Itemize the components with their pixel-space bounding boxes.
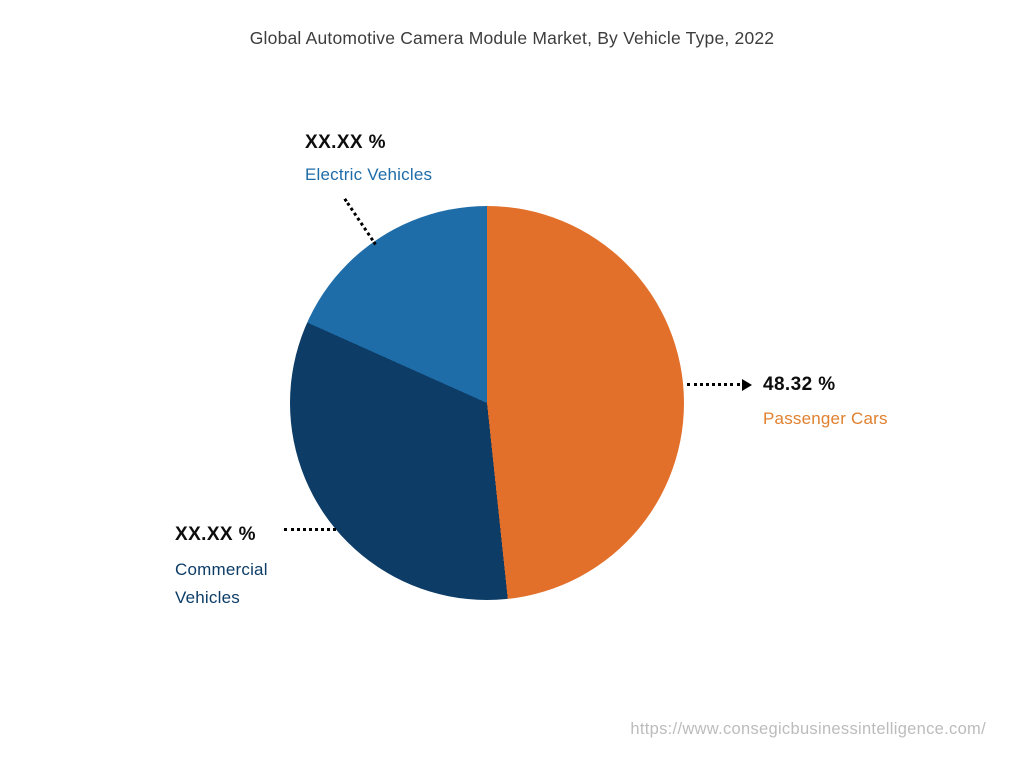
- passenger-cars-value-label: 48.32 %: [763, 374, 836, 395]
- electric-vehicles-leader-line: [343, 198, 377, 246]
- source-url: https://www.consegicbusinessintelligence…: [630, 720, 986, 738]
- commercial-vehicles-leader-line: [284, 528, 336, 531]
- electric-vehicles-name-label: Electric Vehicles: [305, 165, 433, 184]
- electric-vehicles-value-label: XX.XX %: [305, 132, 386, 153]
- commercial-vehicles-name-label: Commercial Vehicles: [175, 560, 268, 608]
- passenger-cars-name-label: Passenger Cars: [763, 409, 888, 428]
- passenger-cars-arrow-icon: [742, 379, 752, 391]
- passenger-cars-leader-line: [687, 383, 740, 386]
- commercial-vehicles-value-label: XX.XX %: [175, 524, 256, 545]
- chart-title: Global Automotive Camera Module Market, …: [249, 28, 775, 48]
- pie-chart: [290, 206, 684, 600]
